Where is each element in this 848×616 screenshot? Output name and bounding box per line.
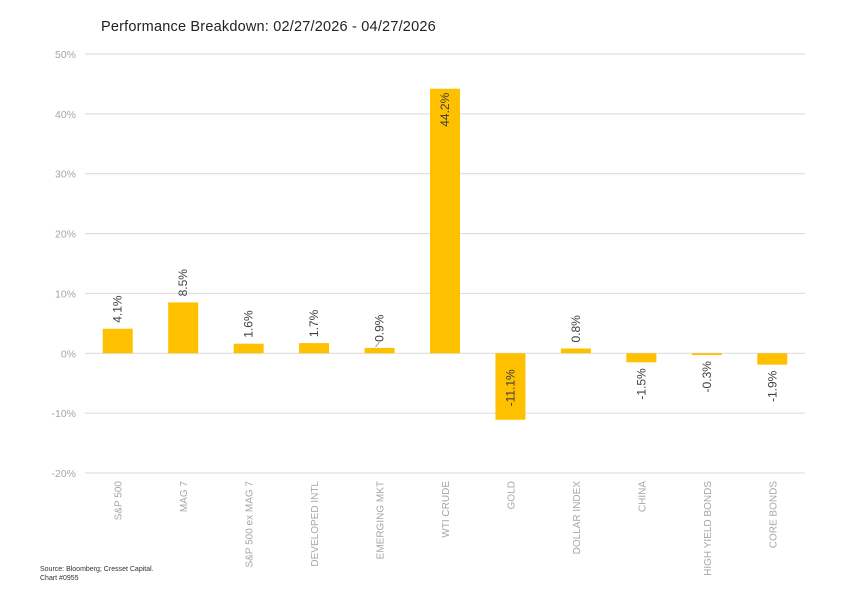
data-label: 4.1% xyxy=(111,295,125,323)
y-tick-label: 20% xyxy=(55,229,76,241)
data-label: 1.7% xyxy=(307,309,321,337)
bar xyxy=(102,328,133,354)
y-tick-label: 40% xyxy=(55,109,76,121)
bar xyxy=(364,347,395,354)
bars xyxy=(102,88,788,420)
y-axis: -20% -10% 0% 10% 20% 30% 40% 50% xyxy=(51,49,76,480)
y-tick-label: 30% xyxy=(55,169,76,181)
x-category-label: CORE BONDS xyxy=(768,481,779,549)
x-category-label: WTI CRUDE xyxy=(441,481,452,538)
y-tick-label: -20% xyxy=(51,468,76,480)
data-label: 0.8% xyxy=(569,315,583,343)
x-category-label: S&P 500 ex MAG 7 xyxy=(245,481,256,568)
chart-title: Performance Breakdown: 02/27/2026 - 04/2… xyxy=(101,19,436,35)
bar xyxy=(168,302,199,354)
bar xyxy=(430,88,460,354)
data-labels: 4.1% 8.5% 1.6% 1.7% 0.9% 44.2% -11.1% 0.8% -1.5%… xyxy=(111,92,780,406)
x-category-label: HIGH YIELD BONDS xyxy=(703,481,714,576)
x-category-label: GOLD xyxy=(506,481,517,509)
x-category-label: CHINA xyxy=(637,481,648,512)
data-label: -1.5% xyxy=(634,368,648,400)
bar xyxy=(691,353,722,356)
y-tick-label: 0% xyxy=(61,348,76,360)
data-label: 0.9% xyxy=(373,314,387,342)
y-tick-label: 10% xyxy=(55,288,76,300)
bar xyxy=(299,343,330,354)
bar xyxy=(757,353,788,365)
data-label: 44.2% xyxy=(438,92,452,126)
data-label: -0.3% xyxy=(700,361,714,393)
x-category-label: DOLLAR INDEX xyxy=(572,481,583,555)
chart-number: Chart #0955 xyxy=(40,575,79,582)
bar xyxy=(495,353,526,420)
bar xyxy=(626,353,657,363)
data-label: -11.1% xyxy=(503,369,517,406)
y-tick-label: -10% xyxy=(51,408,76,420)
y-tick-label: 50% xyxy=(55,49,76,61)
data-label: -1.9% xyxy=(765,370,779,402)
data-label: 1.6% xyxy=(242,310,256,338)
leader-line xyxy=(375,341,380,348)
data-label: 8.5% xyxy=(176,269,190,297)
x-category-label: MAG 7 xyxy=(179,481,190,513)
x-category-label: EMERGING MKT xyxy=(376,481,387,559)
bar xyxy=(233,343,264,354)
source-note: Source: Bloomberg; Cresset Capital. Char… xyxy=(40,565,154,583)
source-text: Source: Bloomberg; Cresset Capital. xyxy=(40,566,154,573)
x-axis: S&P 500 MAG 7 S&P 500 ex MAG 7 DEVELOPED IN… xyxy=(114,481,780,576)
x-category-label: DEVELOPED INTL xyxy=(310,481,321,567)
bar xyxy=(560,348,591,354)
x-category-label: S&P 500 xyxy=(114,481,125,521)
